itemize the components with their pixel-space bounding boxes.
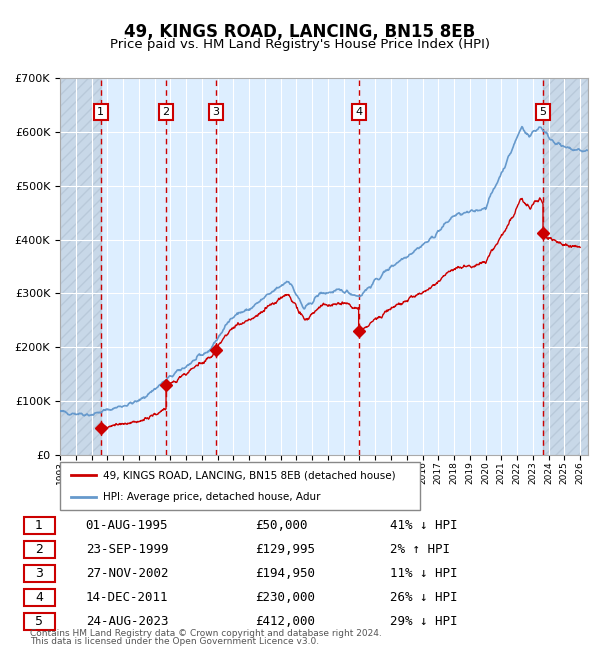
Text: 4: 4 bbox=[355, 107, 362, 117]
Text: HPI: Average price, detached house, Adur: HPI: Average price, detached house, Adur bbox=[103, 491, 320, 502]
Bar bbox=[60, 78, 101, 455]
Text: 2% ↑ HPI: 2% ↑ HPI bbox=[390, 543, 450, 556]
Text: 29% ↓ HPI: 29% ↓ HPI bbox=[390, 615, 458, 628]
Text: 3: 3 bbox=[35, 567, 43, 580]
Text: 24-AUG-2023: 24-AUG-2023 bbox=[86, 615, 168, 628]
Text: £412,000: £412,000 bbox=[255, 615, 315, 628]
Bar bbox=[543, 78, 588, 455]
Text: 2: 2 bbox=[163, 107, 170, 117]
Bar bbox=[543, 78, 588, 455]
Text: 49, KINGS ROAD, LANCING, BN15 8EB: 49, KINGS ROAD, LANCING, BN15 8EB bbox=[124, 23, 476, 41]
FancyBboxPatch shape bbox=[60, 462, 420, 510]
FancyBboxPatch shape bbox=[23, 566, 55, 582]
Text: Contains HM Land Registry data © Crown copyright and database right 2024.: Contains HM Land Registry data © Crown c… bbox=[30, 629, 382, 638]
Text: 49, KINGS ROAD, LANCING, BN15 8EB (detached house): 49, KINGS ROAD, LANCING, BN15 8EB (detac… bbox=[103, 470, 396, 480]
Text: This data is licensed under the Open Government Licence v3.0.: This data is licensed under the Open Gov… bbox=[30, 637, 319, 646]
Text: £230,000: £230,000 bbox=[255, 592, 315, 604]
Text: 1: 1 bbox=[35, 519, 43, 532]
FancyBboxPatch shape bbox=[23, 590, 55, 606]
Text: £194,950: £194,950 bbox=[255, 567, 315, 580]
Text: 5: 5 bbox=[539, 107, 547, 117]
Text: 3: 3 bbox=[212, 107, 220, 117]
Text: 5: 5 bbox=[35, 615, 43, 628]
FancyBboxPatch shape bbox=[23, 517, 55, 534]
Text: 14-DEC-2011: 14-DEC-2011 bbox=[86, 592, 168, 604]
Text: 1: 1 bbox=[97, 107, 104, 117]
Text: 23-SEP-1999: 23-SEP-1999 bbox=[86, 543, 168, 556]
Text: 01-AUG-1995: 01-AUG-1995 bbox=[86, 519, 168, 532]
Text: 26% ↓ HPI: 26% ↓ HPI bbox=[390, 592, 458, 604]
Text: 2: 2 bbox=[35, 543, 43, 556]
Text: Price paid vs. HM Land Registry's House Price Index (HPI): Price paid vs. HM Land Registry's House … bbox=[110, 38, 490, 51]
Text: £50,000: £50,000 bbox=[255, 519, 307, 532]
Text: 4: 4 bbox=[35, 592, 43, 604]
Text: 27-NOV-2002: 27-NOV-2002 bbox=[86, 567, 168, 580]
Text: 41% ↓ HPI: 41% ↓ HPI bbox=[390, 519, 458, 532]
Bar bbox=[60, 78, 101, 455]
Text: £129,995: £129,995 bbox=[255, 543, 315, 556]
Text: 11% ↓ HPI: 11% ↓ HPI bbox=[390, 567, 458, 580]
FancyBboxPatch shape bbox=[23, 541, 55, 558]
FancyBboxPatch shape bbox=[23, 614, 55, 630]
